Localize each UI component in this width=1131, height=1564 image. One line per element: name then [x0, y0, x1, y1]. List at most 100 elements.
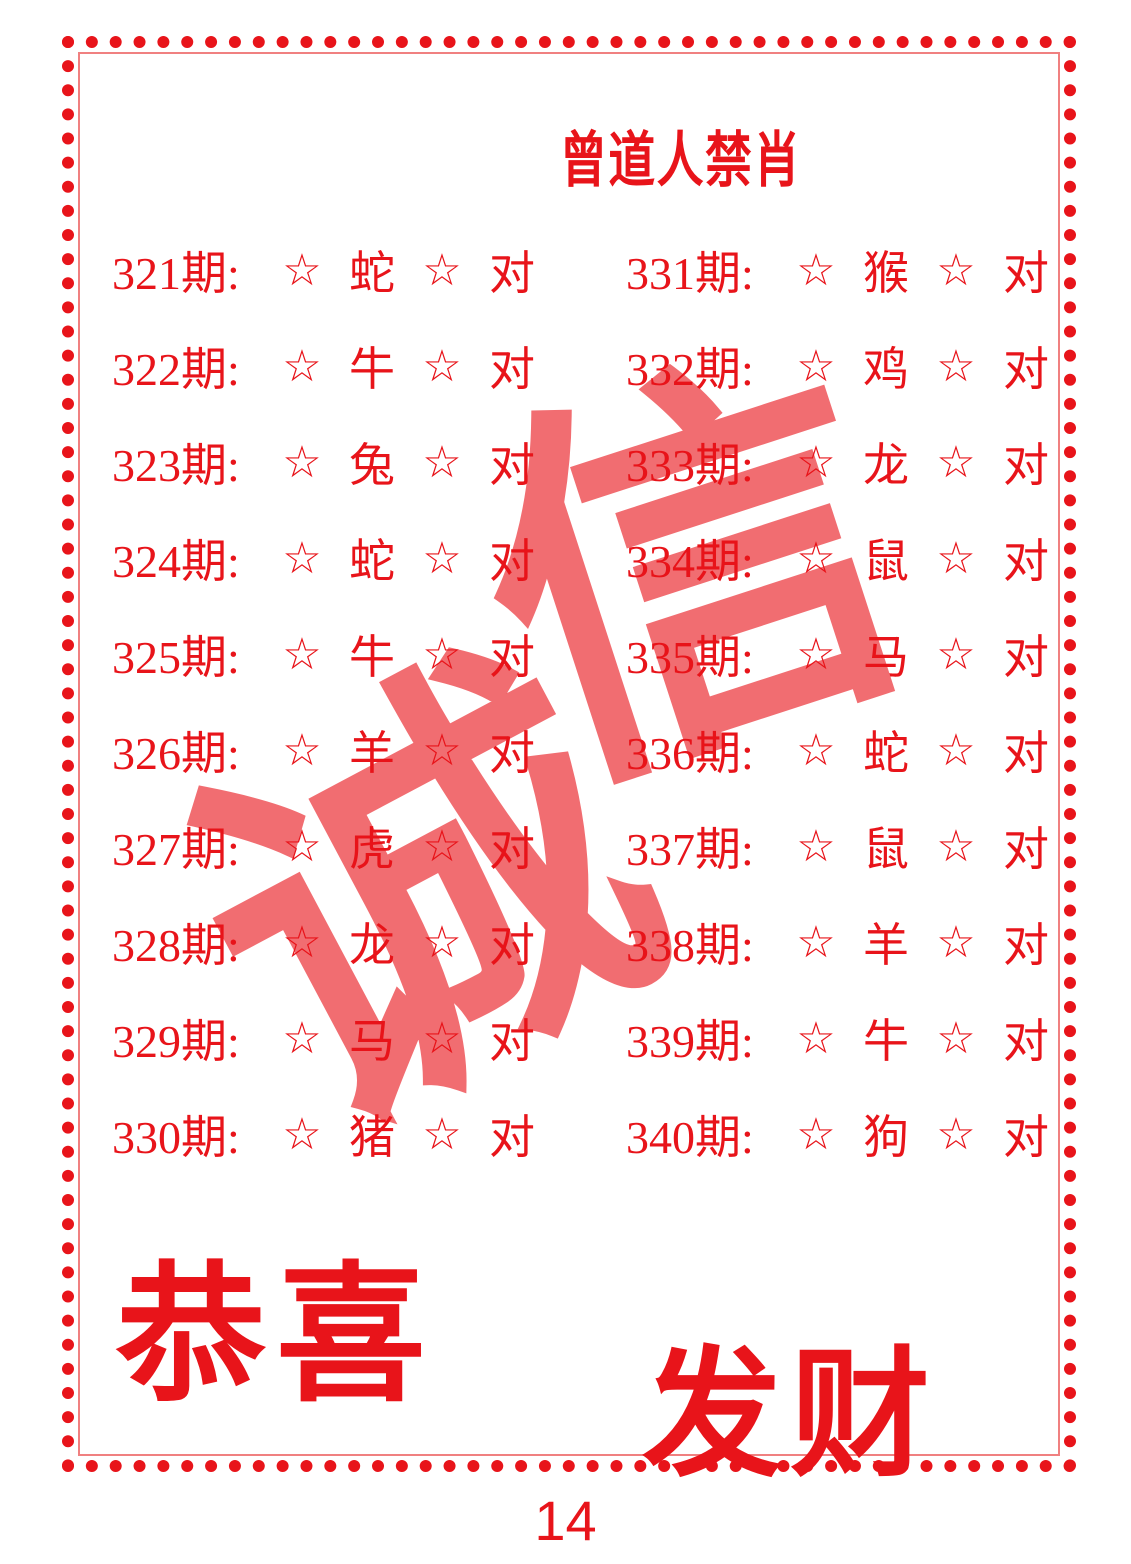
result-mark: 对	[489, 246, 535, 300]
zodiac-sign: 鸡	[863, 342, 909, 396]
result-mark: 对	[1003, 726, 1049, 780]
star-icon: ☆	[936, 1108, 976, 1160]
star-icon: ☆	[796, 1012, 836, 1064]
star-icon: ☆	[936, 244, 976, 296]
period-label: 327期:	[112, 824, 240, 875]
result-mark: 对	[1003, 1110, 1049, 1164]
zodiac-sign: 狗	[863, 1110, 909, 1164]
greeting-line-1: 恭喜	[116, 1247, 437, 1423]
period-label: 333期:	[626, 440, 754, 491]
star-icon: ☆	[422, 1108, 462, 1160]
period-label: 331期:	[626, 248, 754, 299]
star-icon: ☆	[796, 532, 836, 584]
zodiac-sign: 兔	[349, 438, 395, 492]
star-icon: ☆	[282, 1108, 322, 1160]
zodiac-sign: 牛	[863, 1014, 909, 1068]
prediction-row: 321期: ☆ 蛇 ☆ 对	[112, 222, 552, 318]
result-mark: 对	[489, 534, 535, 588]
star-icon: ☆	[936, 724, 976, 776]
prediction-row: 328期: ☆ 龙 ☆ 对	[112, 894, 552, 990]
star-icon: ☆	[796, 916, 836, 968]
star-icon: ☆	[796, 724, 836, 776]
greeting-line-2: 发财	[642, 1333, 939, 1497]
prediction-row: 325期: ☆ 牛 ☆ 对	[112, 606, 552, 702]
zodiac-sign: 蛇	[863, 726, 909, 780]
star-icon: ☆	[282, 340, 322, 392]
star-icon: ☆	[796, 244, 836, 296]
result-mark: 对	[1003, 534, 1049, 588]
zodiac-sign: 马	[863, 630, 909, 684]
result-mark: 对	[1003, 246, 1049, 300]
period-label: 323期:	[112, 440, 240, 491]
result-mark: 对	[489, 438, 535, 492]
zodiac-sign: 蛇	[349, 246, 395, 300]
period-label: 332期:	[626, 344, 754, 395]
star-icon: ☆	[936, 436, 976, 488]
zodiac-sign: 鼠	[863, 534, 909, 588]
star-icon: ☆	[936, 628, 976, 680]
zodiac-sign: 马	[349, 1014, 395, 1068]
period-label: 326期:	[112, 728, 240, 779]
result-mark: 对	[1003, 438, 1049, 492]
star-icon: ☆	[422, 628, 462, 680]
star-icon: ☆	[422, 916, 462, 968]
period-label: 338期:	[626, 920, 754, 971]
star-icon: ☆	[796, 340, 836, 392]
result-mark: 对	[489, 630, 535, 684]
zodiac-sign: 虎	[349, 822, 395, 876]
page-title: 曾道人禁肖	[560, 126, 802, 196]
right-column: 331期: ☆ 猴 ☆ 对 332期: ☆ 鸡 ☆ 对 333期: ☆ 龙 ☆ 对 334期: ☆ 鼠 ☆ 对 335期…	[626, 222, 1066, 1182]
star-icon: ☆	[282, 436, 322, 488]
star-icon: ☆	[422, 1012, 462, 1064]
result-mark: 对	[489, 726, 535, 780]
period-label: 340期:	[626, 1112, 754, 1163]
decorative-border	[62, 36, 1076, 1472]
period-label: 328期:	[112, 920, 240, 971]
period-label: 329期:	[112, 1016, 240, 1067]
period-label: 330期:	[112, 1112, 240, 1163]
zodiac-sign: 龙	[863, 438, 909, 492]
period-label: 334期:	[626, 536, 754, 587]
result-mark: 对	[489, 342, 535, 396]
page-number: 14	[534, 1489, 597, 1552]
star-icon: ☆	[422, 820, 462, 872]
star-icon: ☆	[936, 916, 976, 968]
zodiac-sign: 鼠	[863, 822, 909, 876]
prediction-row: 322期: ☆ 牛 ☆ 对	[112, 318, 552, 414]
period-label: 337期:	[626, 824, 754, 875]
star-icon: ☆	[282, 244, 322, 296]
star-icon: ☆	[282, 1012, 322, 1064]
zodiac-sign: 羊	[349, 726, 395, 780]
star-icon: ☆	[422, 724, 462, 776]
result-mark: 对	[1003, 342, 1049, 396]
prediction-row: 332期: ☆ 鸡 ☆ 对	[626, 318, 1066, 414]
result-mark: 对	[489, 918, 535, 972]
prediction-row: 327期: ☆ 虎 ☆ 对	[112, 798, 552, 894]
prediction-row: 323期: ☆ 兔 ☆ 对	[112, 414, 552, 510]
result-mark: 对	[489, 822, 535, 876]
prediction-row: 340期: ☆ 狗 ☆ 对	[626, 1086, 1066, 1182]
prediction-row: 329期: ☆ 马 ☆ 对	[112, 990, 552, 1086]
prediction-row: 331期: ☆ 猴 ☆ 对	[626, 222, 1066, 318]
star-icon: ☆	[282, 532, 322, 584]
star-icon: ☆	[422, 244, 462, 296]
star-icon: ☆	[282, 724, 322, 776]
inner-border	[78, 52, 1060, 1456]
prediction-row: 336期: ☆ 蛇 ☆ 对	[626, 702, 1066, 798]
result-mark: 对	[1003, 630, 1049, 684]
star-icon: ☆	[936, 820, 976, 872]
zodiac-sign: 猪	[349, 1110, 395, 1164]
star-icon: ☆	[282, 628, 322, 680]
star-icon: ☆	[936, 340, 976, 392]
star-icon: ☆	[936, 1012, 976, 1064]
star-icon: ☆	[796, 628, 836, 680]
result-mark: 对	[1003, 918, 1049, 972]
result-mark: 对	[489, 1014, 535, 1068]
prediction-row: 330期: ☆ 猪 ☆ 对	[112, 1086, 552, 1182]
zodiac-sign: 蛇	[349, 534, 395, 588]
prediction-row: 338期: ☆ 羊 ☆ 对	[626, 894, 1066, 990]
star-icon: ☆	[796, 436, 836, 488]
result-mark: 对	[1003, 822, 1049, 876]
period-label: 325期:	[112, 632, 240, 683]
star-icon: ☆	[422, 340, 462, 392]
